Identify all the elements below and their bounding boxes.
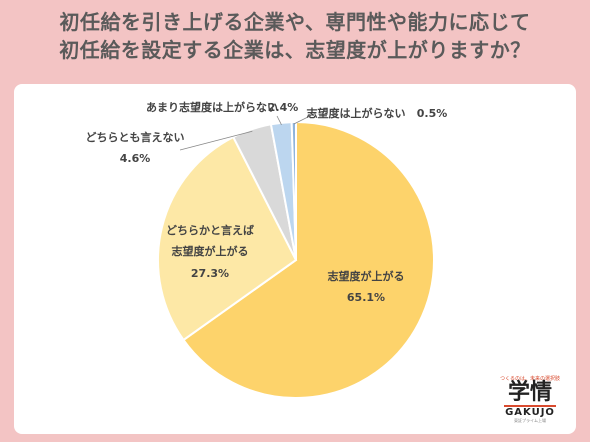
pie-slice-not-at-all	[290, 120, 297, 261]
title-line-2: 初任給を設定する企業は、志望度が上がりますか？	[59, 38, 531, 62]
leader-lines	[179, 112, 317, 151]
slice-label-not-much: あまり志望度は上がらない	[146, 100, 278, 114]
logo-kanji: 学情	[507, 380, 552, 405]
slice-label-somewhat-agree-1: どちらかと言えば	[166, 223, 254, 237]
slice-value-neutral: 4.6%	[120, 152, 151, 165]
leader-line-neutral	[179, 130, 253, 151]
slice-label-somewhat-agree-2: 志望度が上がる	[172, 244, 249, 258]
pie-slices	[157, 120, 435, 399]
title-line-1: 初任給を引き上げる企業や、専門性や能力に応じて	[59, 10, 531, 34]
leader-line-not-much	[276, 115, 282, 125]
leader-line-not-at-all	[293, 112, 317, 125]
slice-value-not-at-all: 0.5%	[417, 107, 448, 120]
slice-value-agree: 65.1%	[347, 291, 385, 304]
slice-value-not-much: 2.4%	[268, 101, 299, 114]
pie-slice-somewhat-agree	[157, 135, 298, 342]
slice-label-neutral: どちらとも言えない	[86, 130, 185, 144]
logo-subtitle: 東証プライム上場	[514, 418, 546, 423]
logo-tagline: つくるのは、未来の選択肢	[500, 376, 560, 382]
logo-roman: GAKUJO	[505, 407, 555, 418]
chart-title: 初任給を引き上げる企業や、専門性や能力に応じて 初任給を設定する企業は、志望度が…	[0, 8, 590, 64]
slice-value-somewhat-agree: 27.3%	[191, 267, 229, 280]
slice-label-not-at-all: 志望度は上がらない	[307, 106, 406, 120]
slice-label-agree: 志望度が上がる	[328, 269, 405, 283]
gakujo-logo: つくるのは、未来の選択肢 学情 GAKUJO 東証プライム上場	[500, 375, 560, 424]
logo-divider	[504, 405, 556, 407]
pie-slice-agree	[182, 120, 435, 399]
